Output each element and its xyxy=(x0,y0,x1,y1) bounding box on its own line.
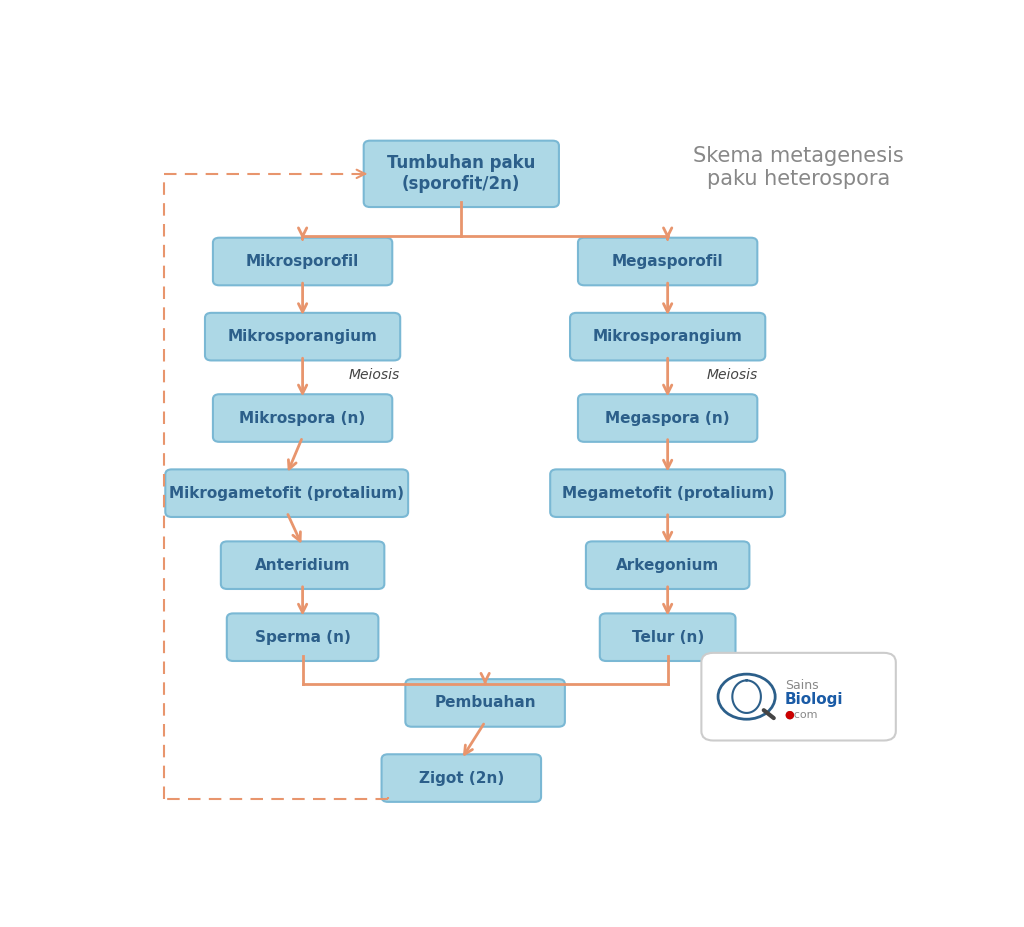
Text: Megaspora (n): Megaspora (n) xyxy=(605,411,730,425)
Text: ●com: ●com xyxy=(784,709,818,719)
FancyBboxPatch shape xyxy=(221,541,384,589)
Text: Mikrosporangium: Mikrosporangium xyxy=(593,329,742,344)
FancyBboxPatch shape xyxy=(586,541,750,589)
Text: Pembuahan: Pembuahan xyxy=(434,695,536,710)
FancyBboxPatch shape xyxy=(382,755,541,802)
Text: Meiosis: Meiosis xyxy=(348,368,399,383)
Text: Zigot (2n): Zigot (2n) xyxy=(419,770,504,785)
FancyBboxPatch shape xyxy=(213,394,392,442)
FancyBboxPatch shape xyxy=(578,237,758,286)
Text: Anteridium: Anteridium xyxy=(255,558,350,573)
FancyBboxPatch shape xyxy=(406,679,565,727)
FancyBboxPatch shape xyxy=(701,653,896,741)
FancyBboxPatch shape xyxy=(213,237,392,286)
Text: Arkegonium: Arkegonium xyxy=(616,558,719,573)
Text: Sperma (n): Sperma (n) xyxy=(255,629,350,644)
Text: Sains: Sains xyxy=(784,679,818,692)
Text: Telur (n): Telur (n) xyxy=(632,629,703,644)
FancyBboxPatch shape xyxy=(550,469,785,517)
FancyBboxPatch shape xyxy=(205,312,400,361)
FancyBboxPatch shape xyxy=(364,141,559,207)
FancyBboxPatch shape xyxy=(226,614,379,661)
FancyBboxPatch shape xyxy=(570,312,765,361)
FancyBboxPatch shape xyxy=(600,614,735,661)
Text: Mikrosporangium: Mikrosporangium xyxy=(227,329,378,344)
Text: Mikrospora (n): Mikrospora (n) xyxy=(240,411,366,425)
Text: Mikrogametofit (protalium): Mikrogametofit (protalium) xyxy=(169,486,404,501)
Text: Tumbuhan paku
(sporofit/2n): Tumbuhan paku (sporofit/2n) xyxy=(387,155,536,193)
Text: ●: ● xyxy=(784,709,795,719)
Text: Megasporofil: Megasporofil xyxy=(611,254,724,269)
Text: Mikrosporofil: Mikrosporofil xyxy=(246,254,359,269)
FancyBboxPatch shape xyxy=(165,469,409,517)
FancyBboxPatch shape xyxy=(578,394,758,442)
Text: Megametofit (protalium): Megametofit (protalium) xyxy=(561,486,774,501)
Text: Meiosis: Meiosis xyxy=(708,368,759,383)
Text: Biologi: Biologi xyxy=(784,692,843,707)
Text: Skema metagenesis
paku heterospora: Skema metagenesis paku heterospora xyxy=(693,146,904,189)
